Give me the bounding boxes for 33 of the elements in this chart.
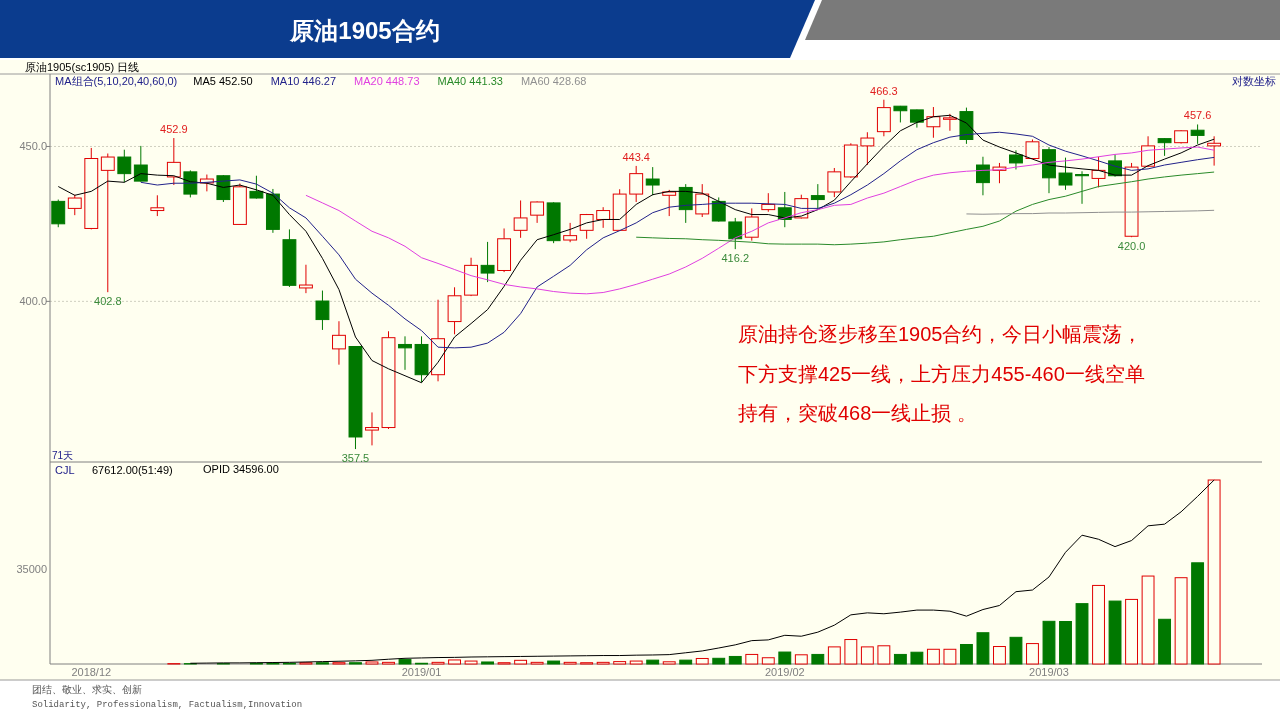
annotation: 457.6 (1183, 109, 1212, 122)
text: 67612.00(51:49) (92, 464, 173, 476)
annotation: 466.3 (870, 84, 898, 97)
text: MA5 452.50 (193, 75, 253, 87)
y-tick-label: 400.0 (19, 295, 47, 308)
text: MA10 446.27 (270, 75, 337, 87)
annotation: 452.9 (160, 123, 188, 136)
text: 团结、敬业、求实、创新 (32, 684, 142, 695)
text: MA40 441.33 (437, 75, 503, 87)
text: CJL (55, 464, 75, 476)
chart-subtitle: 原油1905(sc1905) 日线 (25, 61, 140, 73)
x-tick-label: 2019/02 (764, 666, 805, 678)
text: OPID 34596.00 (203, 463, 279, 475)
text: 35000 (16, 563, 47, 575)
annotation: 原油持仓逐步移至1905合约，今日小幅震荡， (738, 323, 1143, 345)
annotation: 443.4 (622, 150, 650, 163)
annotation: 420.0 (1117, 240, 1146, 253)
annotation: 持有，突破468一线止损 。 (738, 402, 977, 424)
annotation: 416.2 (721, 252, 750, 265)
annotation: 402.8 (94, 295, 122, 308)
text: 对数坐标 (1232, 75, 1276, 87)
text: MA20 448.73 (354, 75, 420, 87)
annotation: 下方支撑425一线，上方压力455-460一线空单 (738, 363, 1145, 385)
x-tick-label: 2019/01 (401, 666, 442, 678)
text: Solidarity, Professionalism, Factualism,Innovation (32, 700, 303, 710)
text: MA60 428.68 (520, 75, 587, 87)
x-tick-label: 2018/12 (71, 666, 112, 678)
chart-title: 原油1905合约 (289, 17, 440, 44)
y-tick-label: 450.0 (19, 140, 47, 153)
annotation: 71天 (52, 450, 74, 461)
x-tick-label: 2019/03 (1029, 666, 1069, 678)
annotation: 357.5 (341, 452, 370, 465)
legend-title: MA组合(5,10,20,40,60,0) (55, 75, 178, 87)
